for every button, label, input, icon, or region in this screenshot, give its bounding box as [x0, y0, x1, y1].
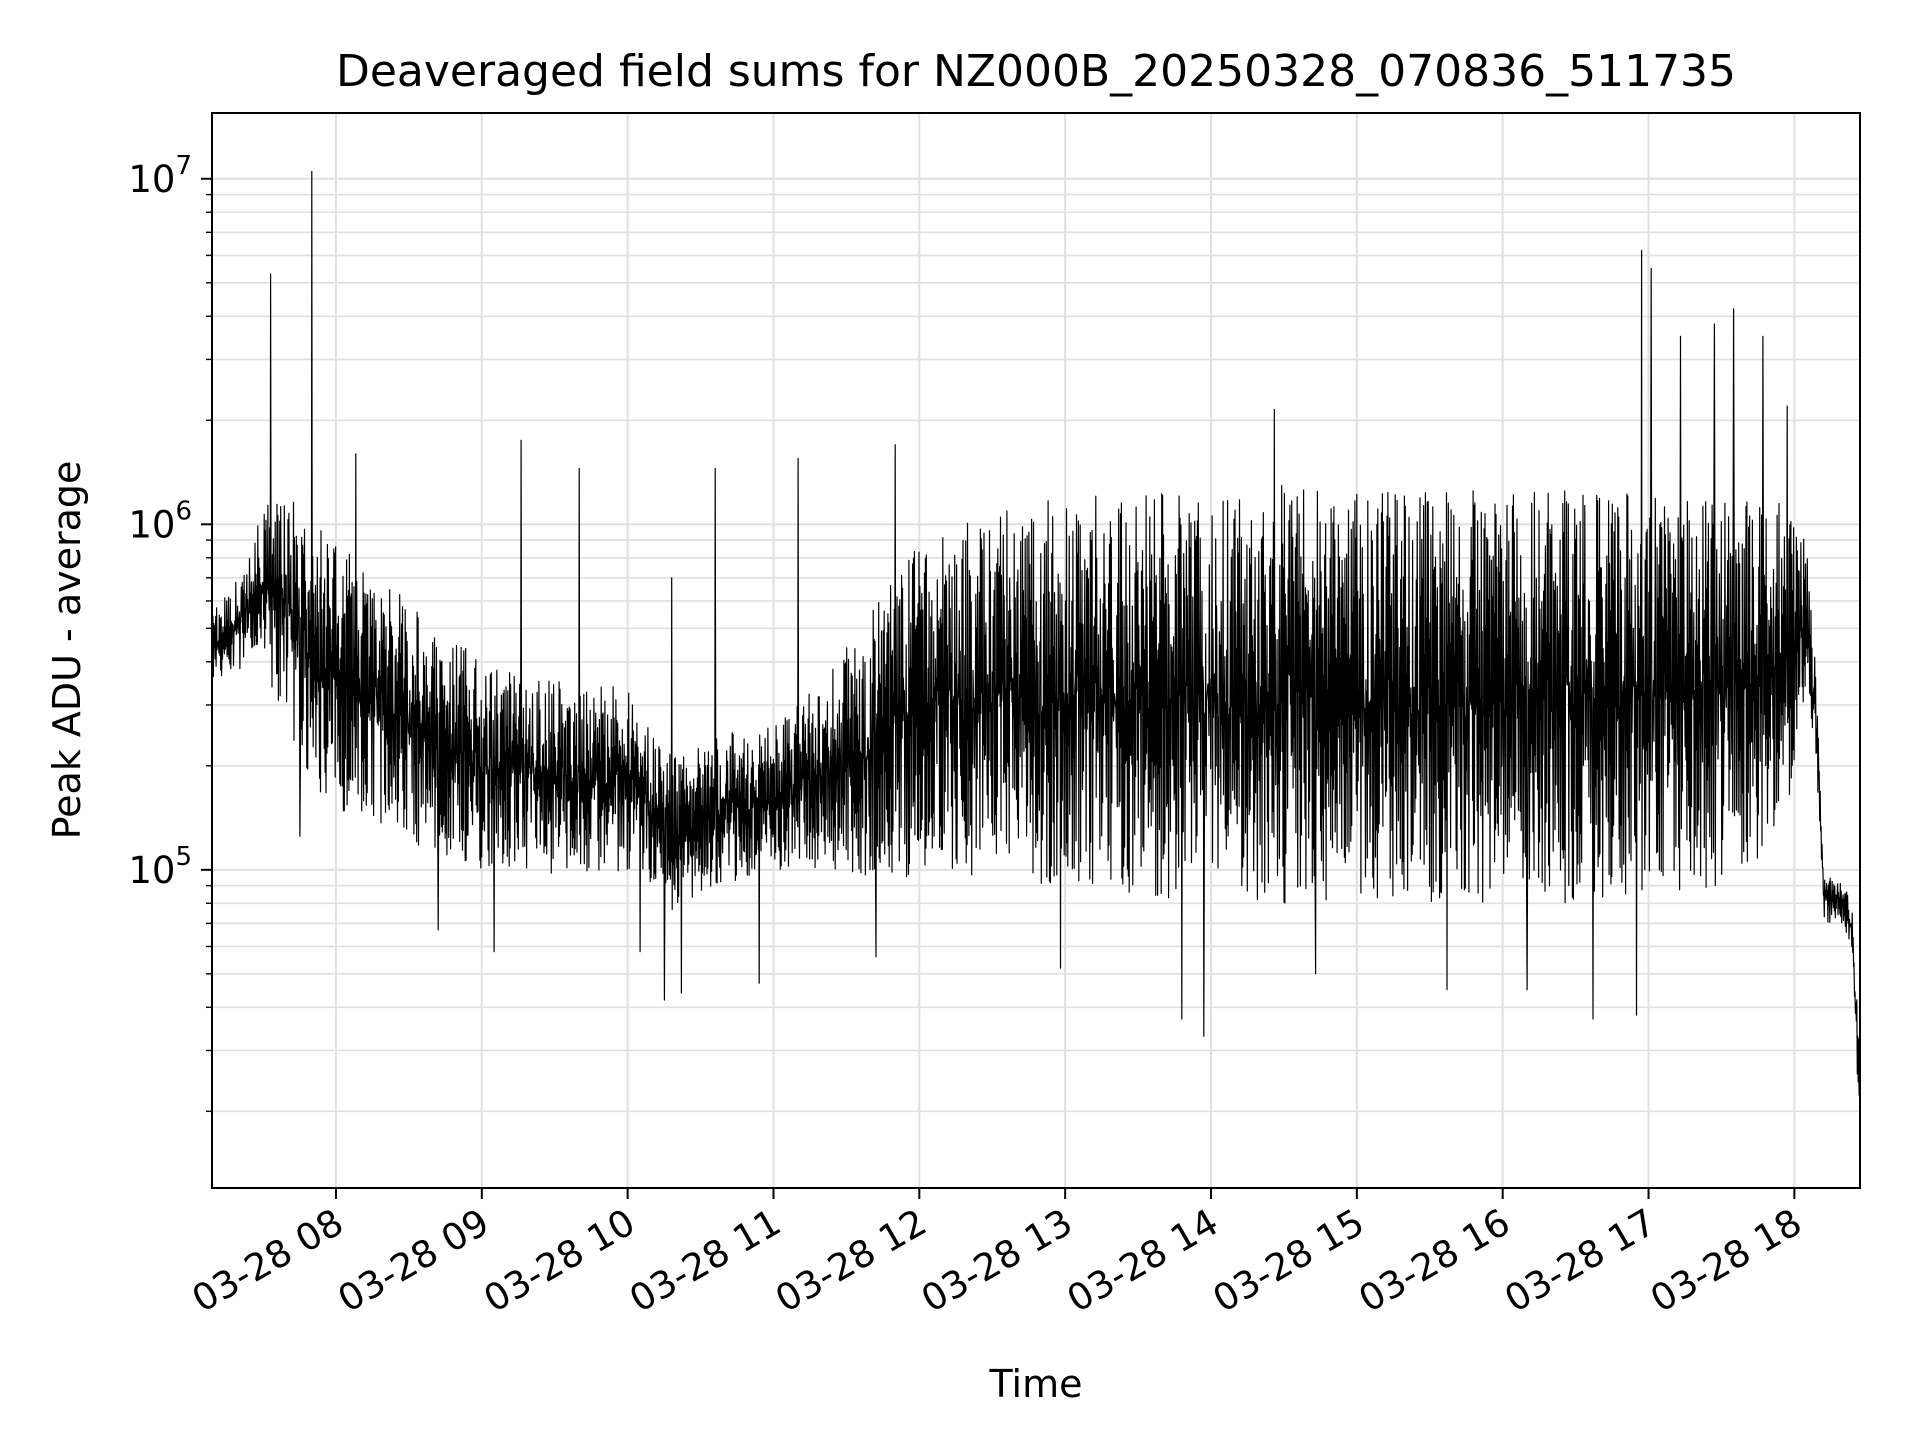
x-tick-label: 03-28 17: [1497, 1201, 1663, 1321]
chart-title: Deaveraged field sums for NZ000B_2025032…: [336, 46, 1736, 97]
y-axis: 105 106 107: [128, 151, 212, 1113]
x-tick-label: 03-28 13: [914, 1201, 1080, 1321]
y-tick-label: 107: [128, 151, 192, 201]
x-tick-label: 03-28 14: [1060, 1201, 1226, 1321]
plot-frame: [211, 112, 1861, 1189]
x-tick-label: 03-28 15: [1206, 1201, 1372, 1321]
y-tick-label: 106: [128, 496, 192, 546]
x-tick-label: 03-28 10: [477, 1201, 643, 1321]
x-tick-label: 03-28 12: [768, 1201, 934, 1321]
x-tick-label: 03-28 08: [185, 1201, 351, 1321]
y-tick-label: 105: [128, 842, 192, 892]
x-axis-label: Time: [989, 1362, 1083, 1406]
y-axis-label: Peak ADU - average: [45, 461, 89, 840]
series-trace: [211, 170, 1861, 1128]
x-tick-label: 03-28 16: [1352, 1201, 1518, 1321]
x-tick-label: 03-28 18: [1643, 1201, 1809, 1321]
x-tick-label: 03-28 11: [622, 1201, 788, 1321]
series-line: [211, 170, 1861, 1128]
x-tick-label: 03-28 09: [331, 1201, 497, 1321]
